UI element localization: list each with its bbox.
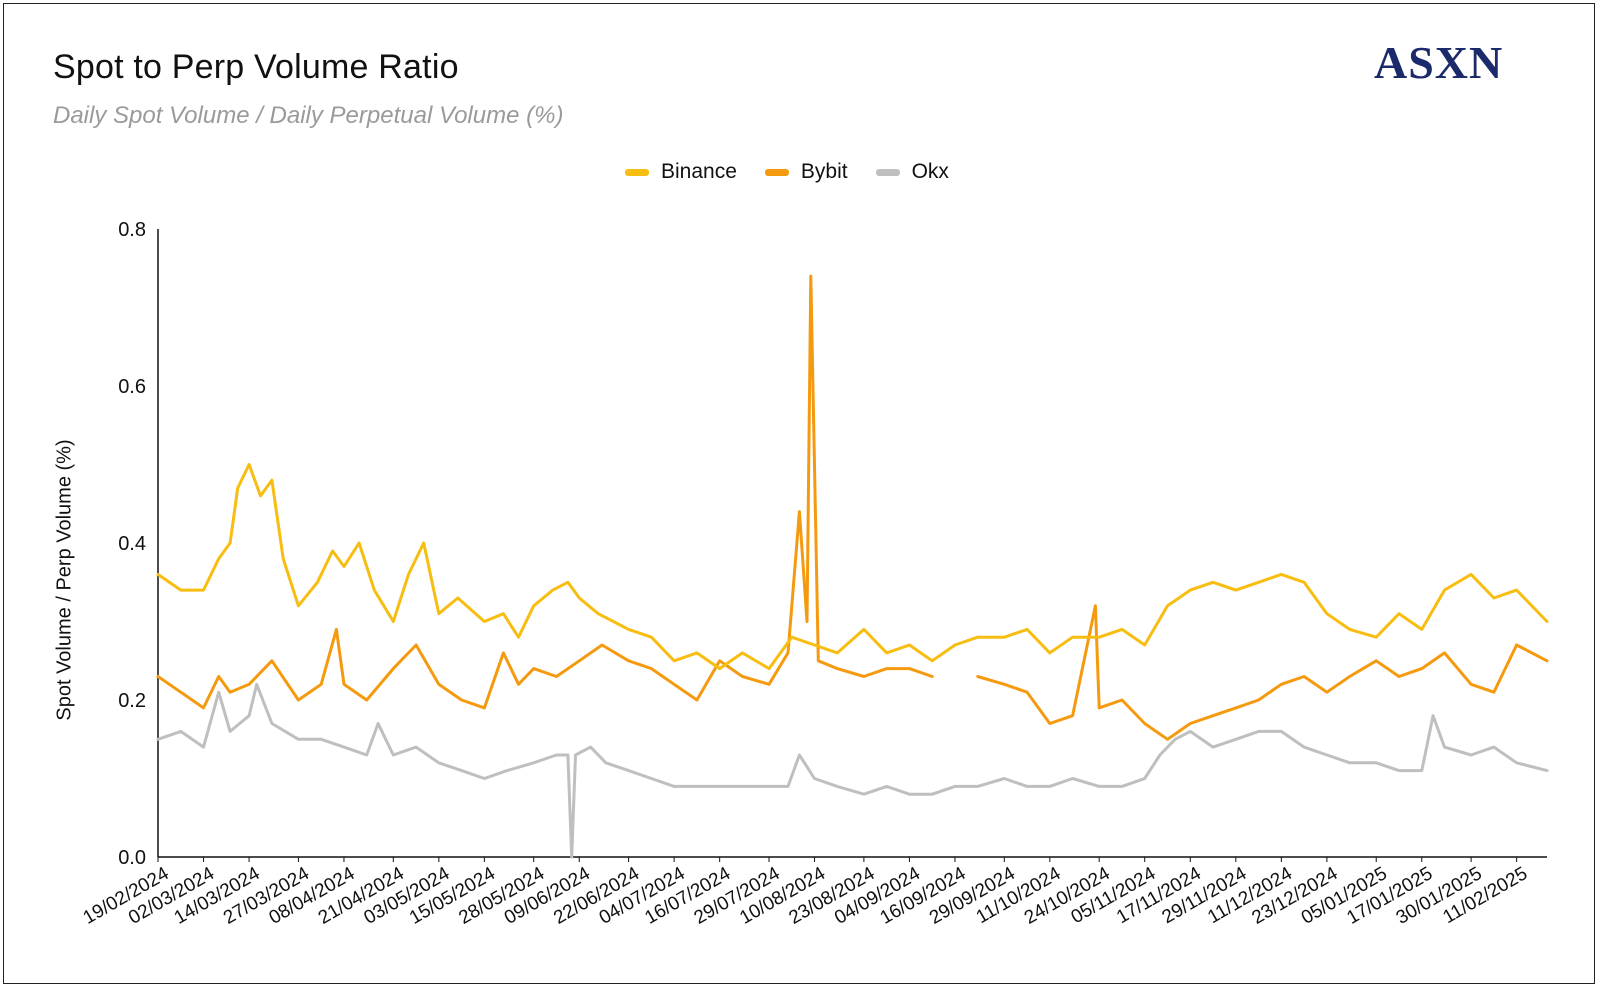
series-line-binance (156, 463, 1549, 671)
series-line-okx (156, 682, 1549, 859)
chart-subtitle: Daily Spot Volume / Daily Perpetual Volu… (53, 102, 564, 129)
legend-swatch-okx (875, 168, 900, 176)
y-tick-label: 0.2 (118, 690, 146, 712)
legend-item-bybit[interactable]: Bybit (764, 160, 848, 184)
legend-swatch-binance (625, 168, 649, 176)
legend-label-bybit: Bybit (800, 160, 848, 183)
chart-legend: Binance Bybit Okx (625, 160, 949, 184)
y-tick-label: 0.8 (118, 219, 146, 241)
legend-label-binance: Binance (661, 160, 737, 183)
series-line-bybit (976, 604, 1549, 741)
y-tick-label: 0.0 (118, 847, 146, 869)
series-line-bybit (156, 274, 934, 710)
chart-frame (3, 3, 1595, 984)
legend-item-binance[interactable]: Binance (625, 160, 737, 184)
asxn-logo: ASXN (1374, 37, 1504, 88)
y-tick-label: 0.4 (118, 533, 146, 555)
legend-label-okx: Okx (911, 160, 949, 183)
legend-item-okx[interactable]: Okx (875, 160, 949, 184)
legend-swatch-bybit (764, 168, 789, 176)
y-tick-label: 0.6 (118, 376, 146, 398)
chart-title: Spot to Perp Volume Ratio (53, 48, 459, 86)
